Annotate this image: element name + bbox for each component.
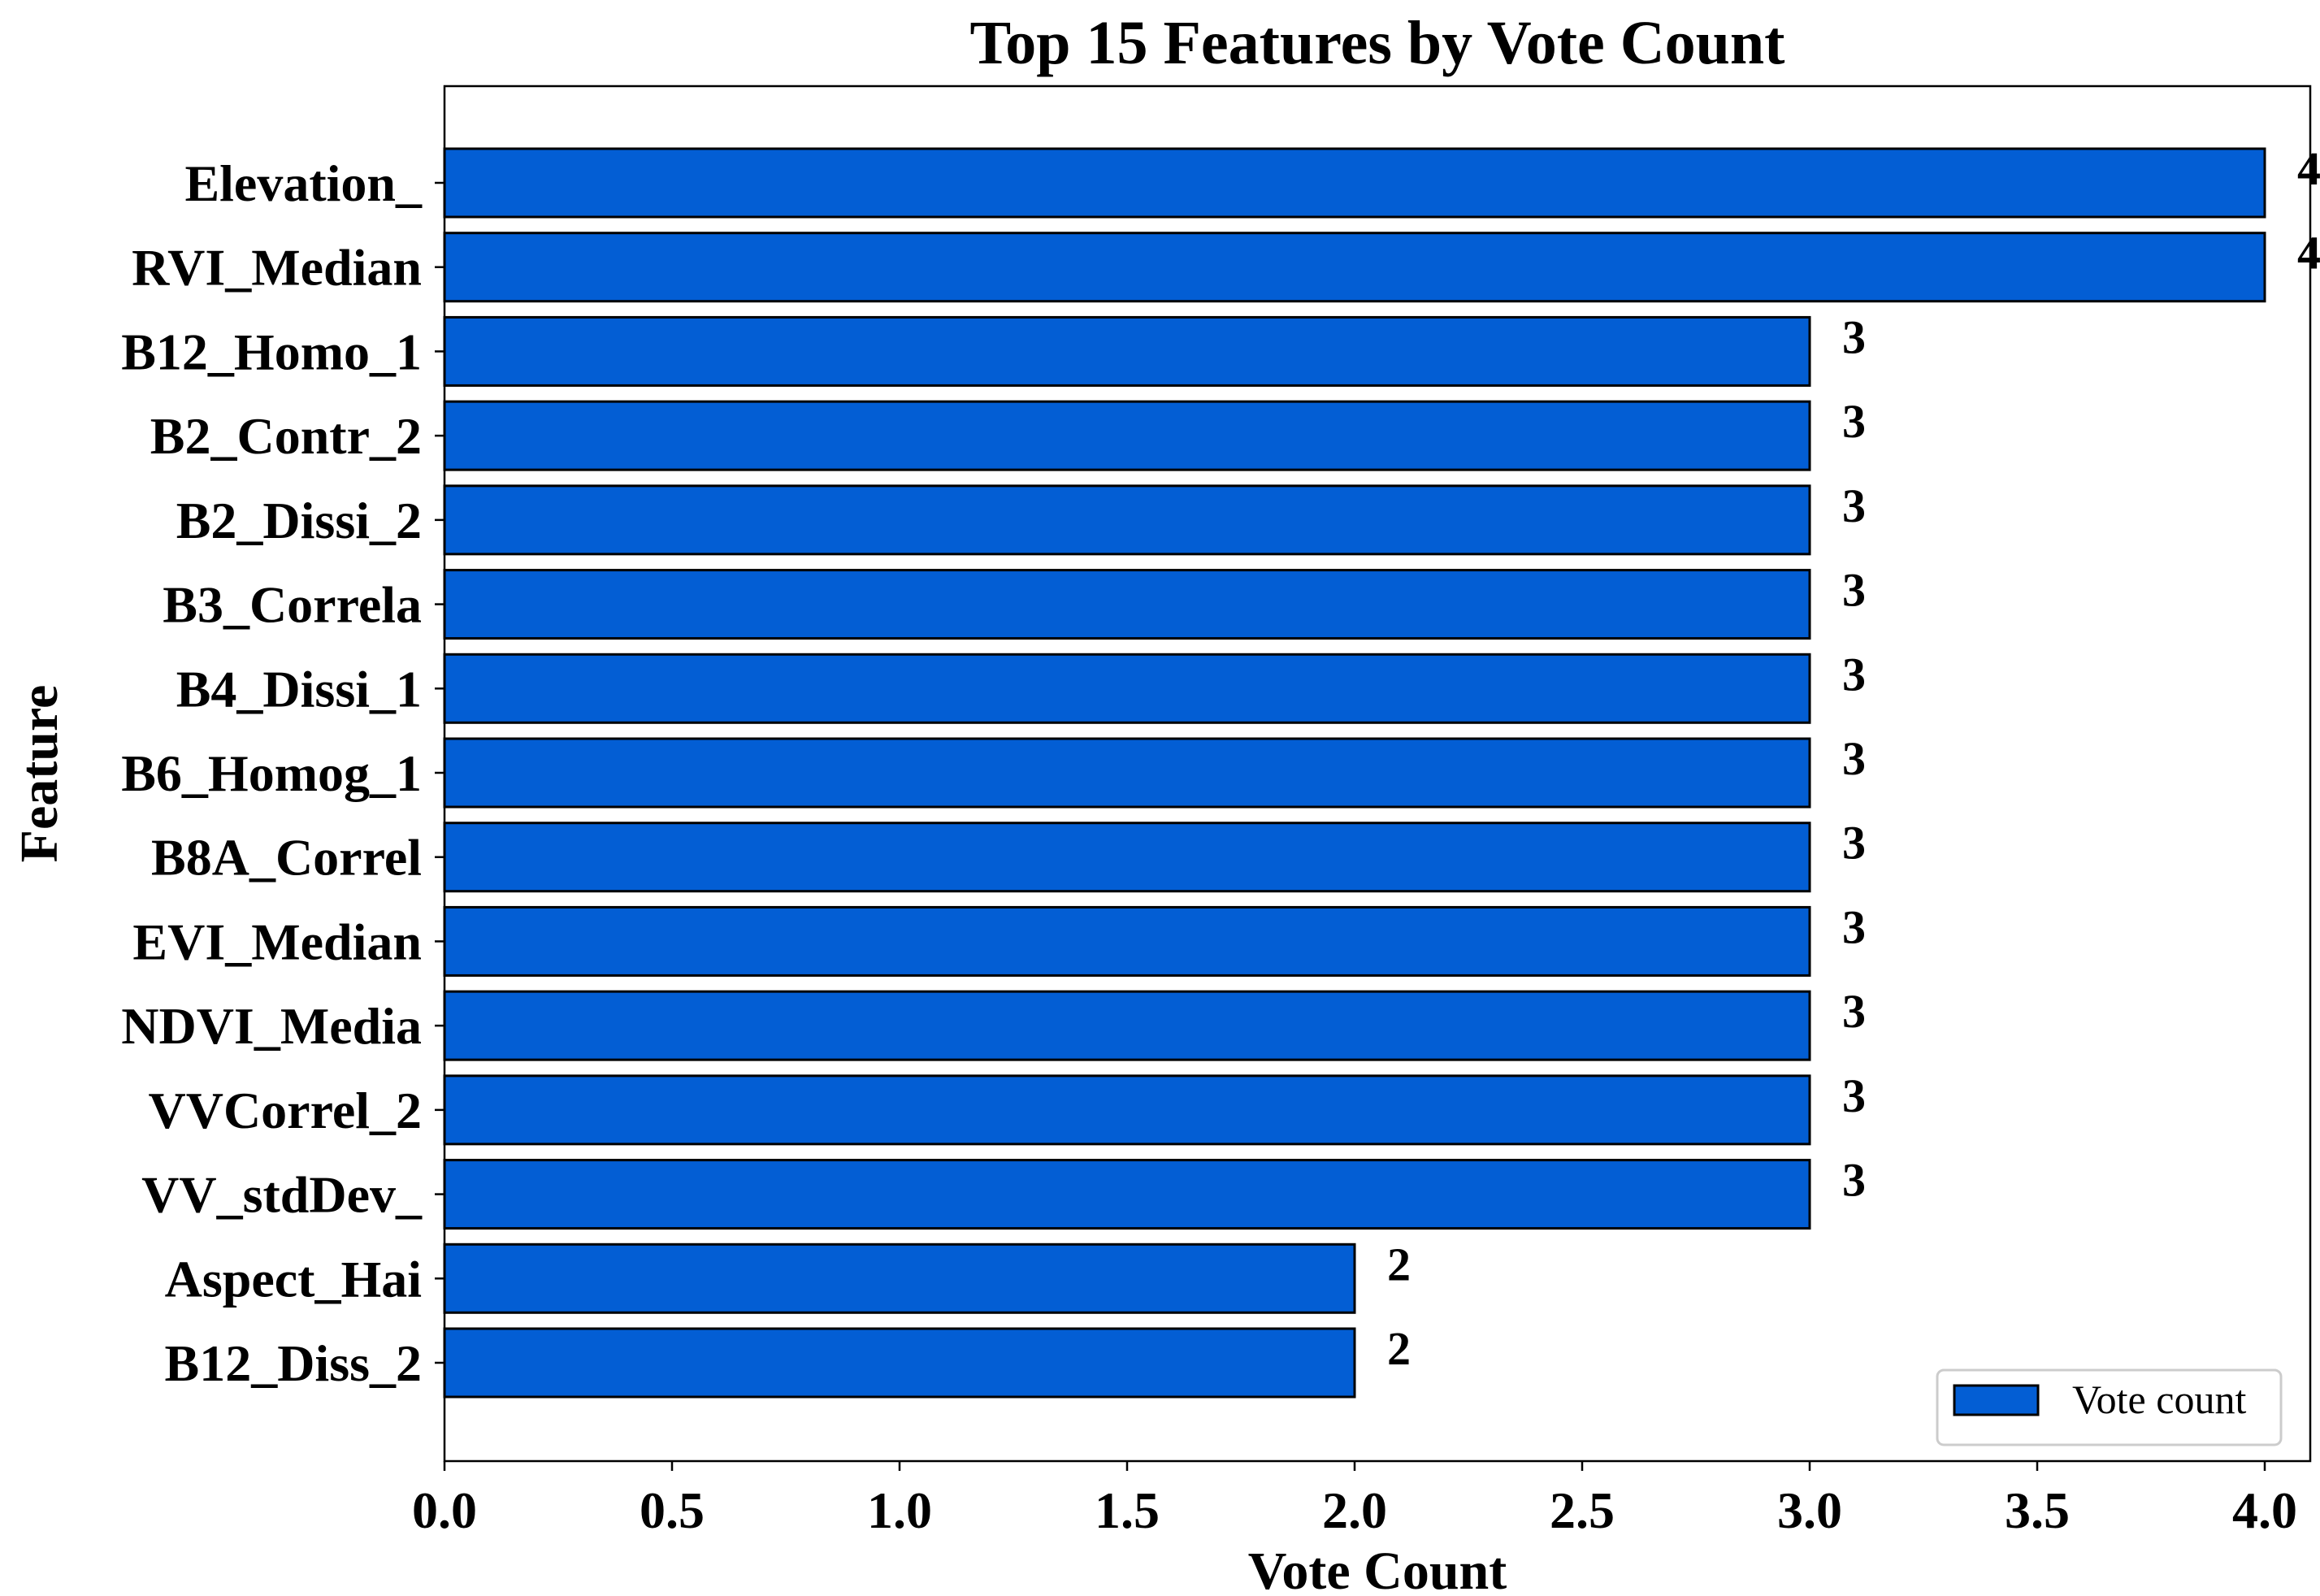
x-tick-label: 0.5: [640, 1481, 705, 1539]
bar: [443, 653, 1811, 724]
y-tick-label: VV_stdDev_: [141, 1166, 423, 1224]
bar: [443, 1327, 1356, 1399]
y-tick-label: B3_Correla: [163, 576, 422, 634]
data-labels: 4 4 3 3 3 3 3 3 3 3 3 3 3 2 2: [1387, 142, 2320, 1375]
x-tick-label: 3.5: [2005, 1481, 2070, 1539]
x-tick-label: 4.0: [2232, 1481, 2297, 1539]
data-label: 3: [1842, 732, 1866, 785]
data-label: 3: [1842, 648, 1866, 700]
bar: [443, 400, 1811, 471]
data-label: 3: [1842, 1154, 1866, 1207]
data-label: 3: [1842, 479, 1866, 532]
x-tick-label: 1.5: [1095, 1481, 1160, 1539]
chart-title: Top 15 Features by Vote Count: [970, 9, 1785, 77]
x-axis-label: Vote Count: [1248, 1542, 1507, 1596]
data-label: 4: [2297, 227, 2320, 280]
data-label: 3: [1842, 395, 1866, 448]
bar: [443, 1074, 1811, 1146]
bar: [443, 1159, 1811, 1230]
y-axis-label: Feature: [10, 685, 69, 863]
bar: [443, 822, 1811, 893]
data-label: 3: [1842, 985, 1866, 1038]
y-tick-label: RVI_Median: [132, 239, 422, 297]
data-label: 3: [1842, 900, 1866, 953]
legend-swatch: [1953, 1384, 2040, 1416]
legend-label: Vote count: [2072, 1377, 2246, 1422]
y-tick-label: B8A_Correl: [151, 829, 422, 887]
y-tick-label: B12_Diss_2: [165, 1334, 423, 1392]
legend: Vote count: [1936, 1368, 2283, 1446]
y-tick-label: B2_Dissi_2: [176, 492, 422, 549]
x-tick-label: 2.5: [1550, 1481, 1615, 1539]
x-tick-label: 0.0: [412, 1481, 477, 1539]
bars-group: [443, 147, 2266, 1399]
data-label: 3: [1842, 1069, 1866, 1122]
data-label: 2: [1387, 1322, 1411, 1375]
bar: [443, 905, 1811, 977]
y-tick-label: B4_Dissi_1: [176, 660, 422, 718]
y-tick-label: NDVI_Media: [121, 997, 422, 1055]
x-tick-label: 1.0: [867, 1481, 932, 1539]
x-ticks: 0.0 0.5 1.0 1.5 2.0 2.5 3.0 3.5 4.0: [412, 1461, 2297, 1539]
data-label: 3: [1842, 817, 1866, 870]
bar: [443, 990, 1811, 1061]
y-tick-label: B2_Contr_2: [150, 407, 422, 465]
y-tick-label: VVCorrel_2: [149, 1082, 423, 1139]
y-tick-label: EVI_Median: [132, 913, 422, 970]
data-label: 2: [1387, 1238, 1411, 1290]
bar: [443, 147, 2266, 219]
y-tick-label: Elevation_: [184, 154, 423, 212]
data-label: 3: [1842, 564, 1866, 617]
plot-frame: [443, 85, 2312, 1463]
bar: [443, 737, 1811, 809]
bar: [443, 315, 1811, 387]
y-tick-label: Aspect_Hai: [165, 1250, 422, 1308]
bar: [443, 1243, 1356, 1314]
bar: [443, 232, 2266, 303]
bar: [443, 484, 1811, 556]
data-label: 4: [2297, 142, 2320, 195]
y-tick-label: B12_Homo_1: [121, 323, 422, 380]
data-label: 3: [1842, 310, 1866, 363]
y-tick-labels: Elevation_ RVI_Median B12_Homo_1 B2_Contr_2…: [121, 154, 444, 1392]
x-tick-label: 2.0: [1322, 1481, 1387, 1539]
y-tick-label: B6_Homog_1: [121, 744, 422, 802]
x-tick-label: 3.0: [1777, 1481, 1842, 1539]
bar: [443, 569, 1811, 640]
